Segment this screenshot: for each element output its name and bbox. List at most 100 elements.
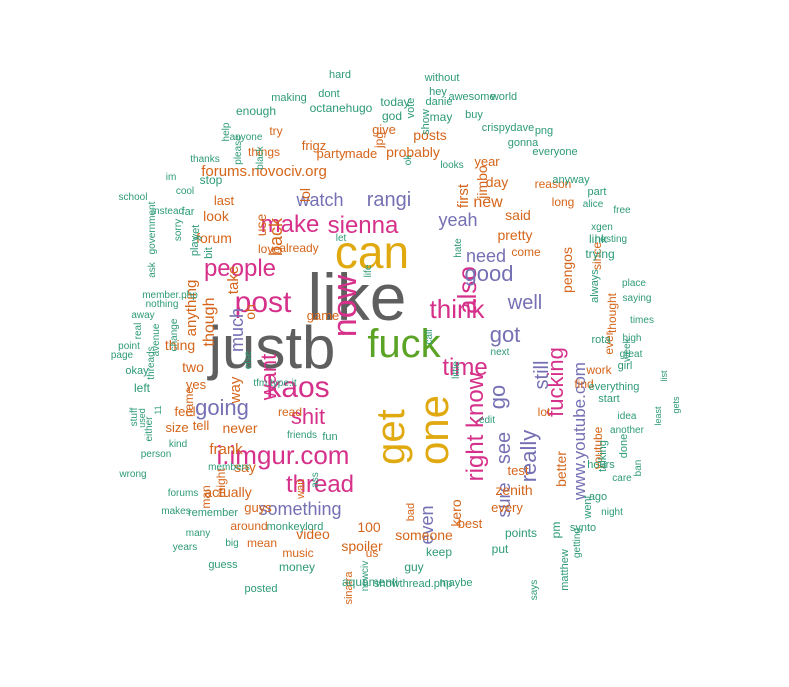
- cloud-word: actually: [204, 484, 251, 500]
- cloud-word: times: [630, 315, 654, 326]
- cloud-word: test: [508, 463, 529, 478]
- cloud-word: black: [255, 145, 266, 169]
- cloud-word: aquamenti: [342, 575, 398, 589]
- cloud-word: call: [424, 329, 435, 344]
- cloud-word: anyone: [230, 132, 263, 143]
- cloud-word: gets: [671, 396, 681, 414]
- cloud-word: gonna: [508, 137, 539, 149]
- cloud-word: always: [589, 269, 601, 303]
- cloud-word: makes: [161, 506, 190, 517]
- cloud-word: see: [493, 432, 515, 464]
- cloud-word: everyone: [532, 146, 577, 158]
- cloud-word: looks: [440, 160, 463, 171]
- cloud-word: said: [505, 207, 531, 223]
- cloud-word: cool: [176, 186, 194, 197]
- cloud-word: look: [203, 208, 230, 224]
- cloud-word: little: [451, 361, 462, 379]
- cloud-word: bad: [405, 503, 417, 521]
- cloud-word: went: [582, 495, 594, 519]
- cloud-word: video: [296, 526, 330, 542]
- cloud-word: monkeylord: [267, 521, 324, 533]
- cloud-word: work: [585, 363, 612, 377]
- cloud-word: time: [442, 354, 487, 381]
- cloud-word: awesome: [448, 91, 495, 103]
- cloud-word: youtube: [591, 426, 605, 469]
- cloud-word: posted: [244, 583, 277, 595]
- cloud-word: avenue: [151, 323, 162, 356]
- cloud-word: friends: [287, 430, 317, 441]
- cloud-word: saying: [623, 293, 652, 304]
- cloud-word: use: [253, 214, 269, 237]
- cloud-word: like: [307, 260, 406, 334]
- cloud-word: god: [382, 109, 402, 123]
- cloud-word: talking: [597, 440, 609, 472]
- cloud-word: also: [452, 266, 482, 314]
- cloud-word: shit: [291, 404, 325, 429]
- cloud-word: everything: [589, 381, 640, 393]
- cloud-word: edit: [479, 415, 495, 426]
- cloud-word: let: [336, 233, 347, 244]
- cloud-word: make: [261, 211, 320, 238]
- cloud-word: rangi: [367, 189, 411, 211]
- cloud-word: forum: [196, 230, 232, 246]
- cloud-word: enough: [236, 104, 276, 118]
- cloud-word: kind: [169, 439, 187, 450]
- cloud-word: want: [256, 354, 281, 401]
- cloud-word: kero: [448, 499, 464, 526]
- cloud-word: making: [271, 92, 306, 104]
- cloud-word: party: [317, 146, 346, 161]
- cloud-word: else: [243, 350, 254, 369]
- cloud-word: keep: [426, 545, 452, 559]
- cloud-word: even: [417, 505, 437, 544]
- cloud-word: love: [258, 242, 280, 256]
- cloud-word: done: [618, 434, 630, 458]
- cloud-word: try: [269, 124, 282, 138]
- cloud-word: frigz: [302, 138, 327, 153]
- cloud-word: posts: [413, 127, 446, 143]
- cloud-word: still: [531, 361, 553, 390]
- cloud-word: guys: [244, 500, 272, 515]
- cloud-word: right: [462, 434, 489, 481]
- cloud-word: wrong: [118, 469, 146, 480]
- cloud-word: idea: [618, 411, 637, 422]
- cloud-word: people: [204, 255, 276, 282]
- cloud-word: part: [588, 186, 607, 198]
- cloud-word: world: [490, 91, 517, 103]
- cloud-word: lol: [297, 188, 313, 202]
- cloud-word: made: [345, 146, 378, 161]
- cloud-word: ever: [602, 331, 616, 354]
- cloud-word: fun: [322, 431, 337, 443]
- cloud-word: fuck: [367, 322, 441, 366]
- cloud-word: going: [195, 395, 249, 420]
- cloud-word: tell: [193, 418, 210, 433]
- cloud-word: things: [248, 145, 280, 159]
- cloud-word: vote: [405, 98, 417, 119]
- cloud-word: since: [590, 242, 604, 270]
- cloud-word: best: [458, 516, 483, 531]
- cloud-word: i.imgur.com: [217, 440, 350, 470]
- cloud-word: remember: [188, 507, 238, 519]
- cloud-word: sorry: [173, 219, 184, 241]
- cloud-word: someone: [395, 527, 453, 543]
- cloud-word: help: [221, 122, 232, 141]
- cloud-word: hours: [587, 459, 615, 471]
- cloud-word: forums.novociv.org: [201, 163, 327, 180]
- cloud-word: ban: [633, 460, 644, 477]
- cloud-word: now: [326, 274, 364, 337]
- cloud-word: im: [166, 172, 177, 183]
- cloud-word: think: [430, 294, 486, 324]
- cloud-word: thread: [286, 471, 354, 498]
- cloud-word: us: [366, 546, 379, 560]
- cloud-word: dont: [318, 88, 339, 100]
- cloud-word: stuff: [129, 407, 140, 426]
- cloud-word: good: [465, 261, 514, 286]
- cloud-word: far: [182, 206, 195, 218]
- cloud-word: hosting: [595, 234, 627, 245]
- cloud-word: mean: [247, 536, 277, 550]
- cloud-word: around: [230, 519, 267, 533]
- cloud-word: one: [410, 395, 457, 465]
- cloud-word: government: [147, 201, 158, 254]
- cloud-word: kaos: [266, 371, 329, 404]
- cloud-word: person: [141, 449, 172, 460]
